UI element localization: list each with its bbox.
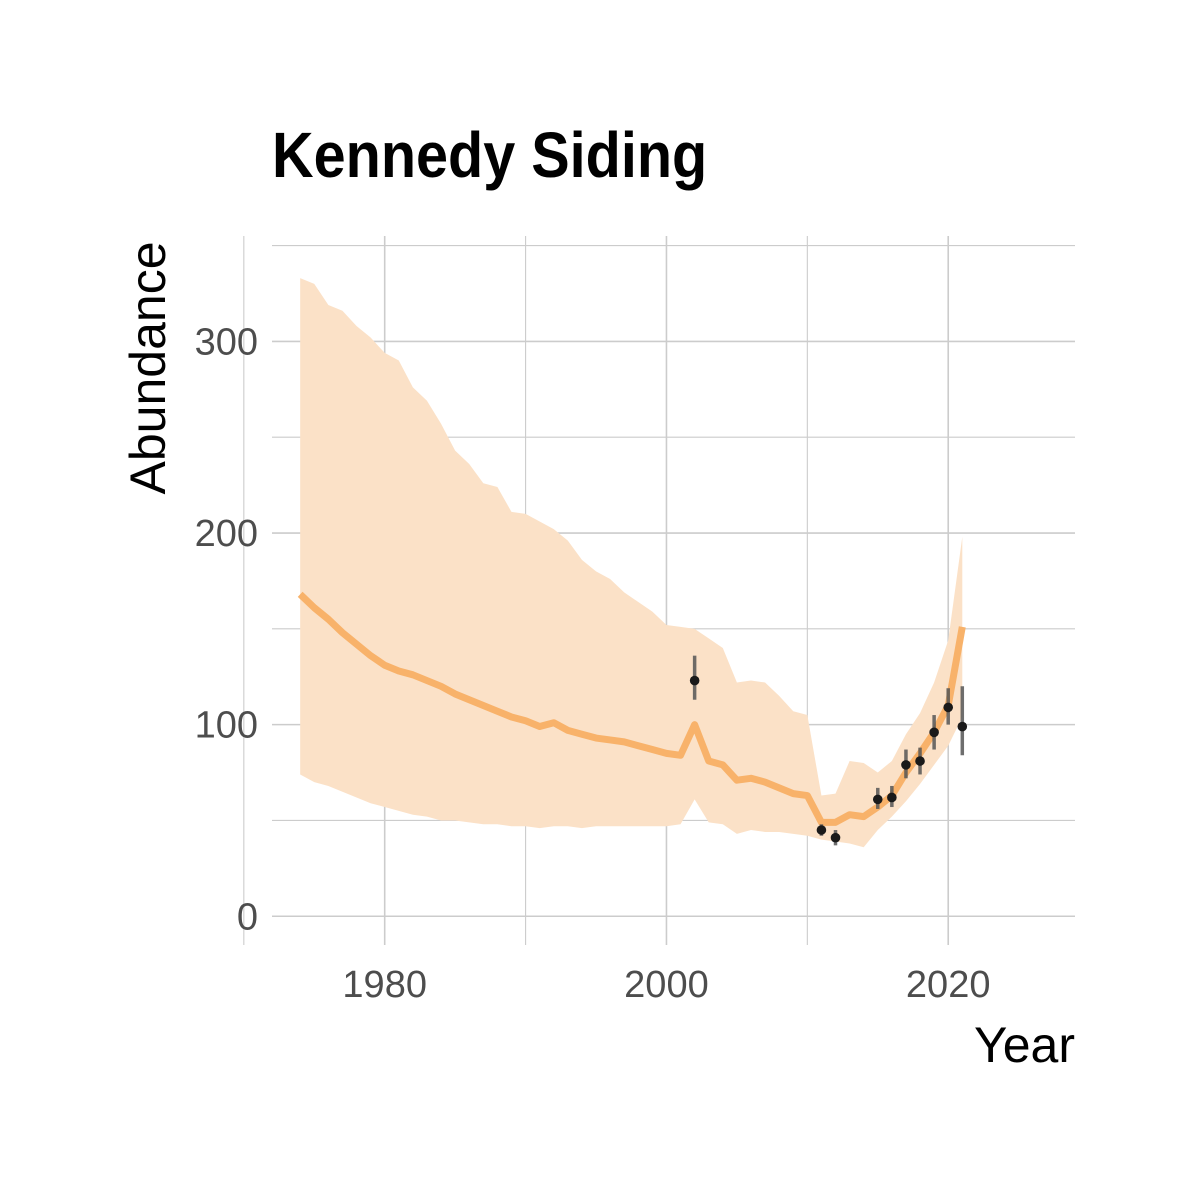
x-tick-label: 2020 bbox=[906, 964, 991, 1006]
y-tick-label: 0 bbox=[237, 896, 258, 938]
fit-line-group bbox=[297, 591, 966, 826]
y-tick-label: 200 bbox=[195, 513, 258, 555]
data-point bbox=[830, 832, 841, 843]
data-point bbox=[887, 792, 897, 803]
data-point bbox=[816, 825, 827, 835]
data-point bbox=[689, 675, 700, 686]
chart-title: Kennedy Siding bbox=[272, 119, 708, 191]
confidence-ribbon bbox=[300, 278, 963, 848]
data-point bbox=[872, 794, 883, 805]
x-axis-title: Year bbox=[974, 1017, 1075, 1073]
data-point bbox=[957, 721, 968, 732]
data-point bbox=[929, 727, 939, 738]
x-tick-label: 2000 bbox=[624, 964, 709, 1006]
confidence-ribbon-group bbox=[300, 278, 963, 848]
y-tick-label: 300 bbox=[195, 321, 258, 363]
fit-line bbox=[297, 591, 966, 826]
data-point bbox=[943, 702, 954, 713]
x-tick-label: 1980 bbox=[342, 964, 427, 1006]
y-tick-label: 100 bbox=[195, 705, 258, 747]
data-point bbox=[915, 756, 925, 766]
y-axis-title: Abundance bbox=[120, 241, 176, 494]
tick-labels: 0 100 200 300 1980 2000 2020 bbox=[195, 321, 991, 1006]
observations-group bbox=[689, 655, 968, 846]
data-point bbox=[901, 760, 911, 770]
